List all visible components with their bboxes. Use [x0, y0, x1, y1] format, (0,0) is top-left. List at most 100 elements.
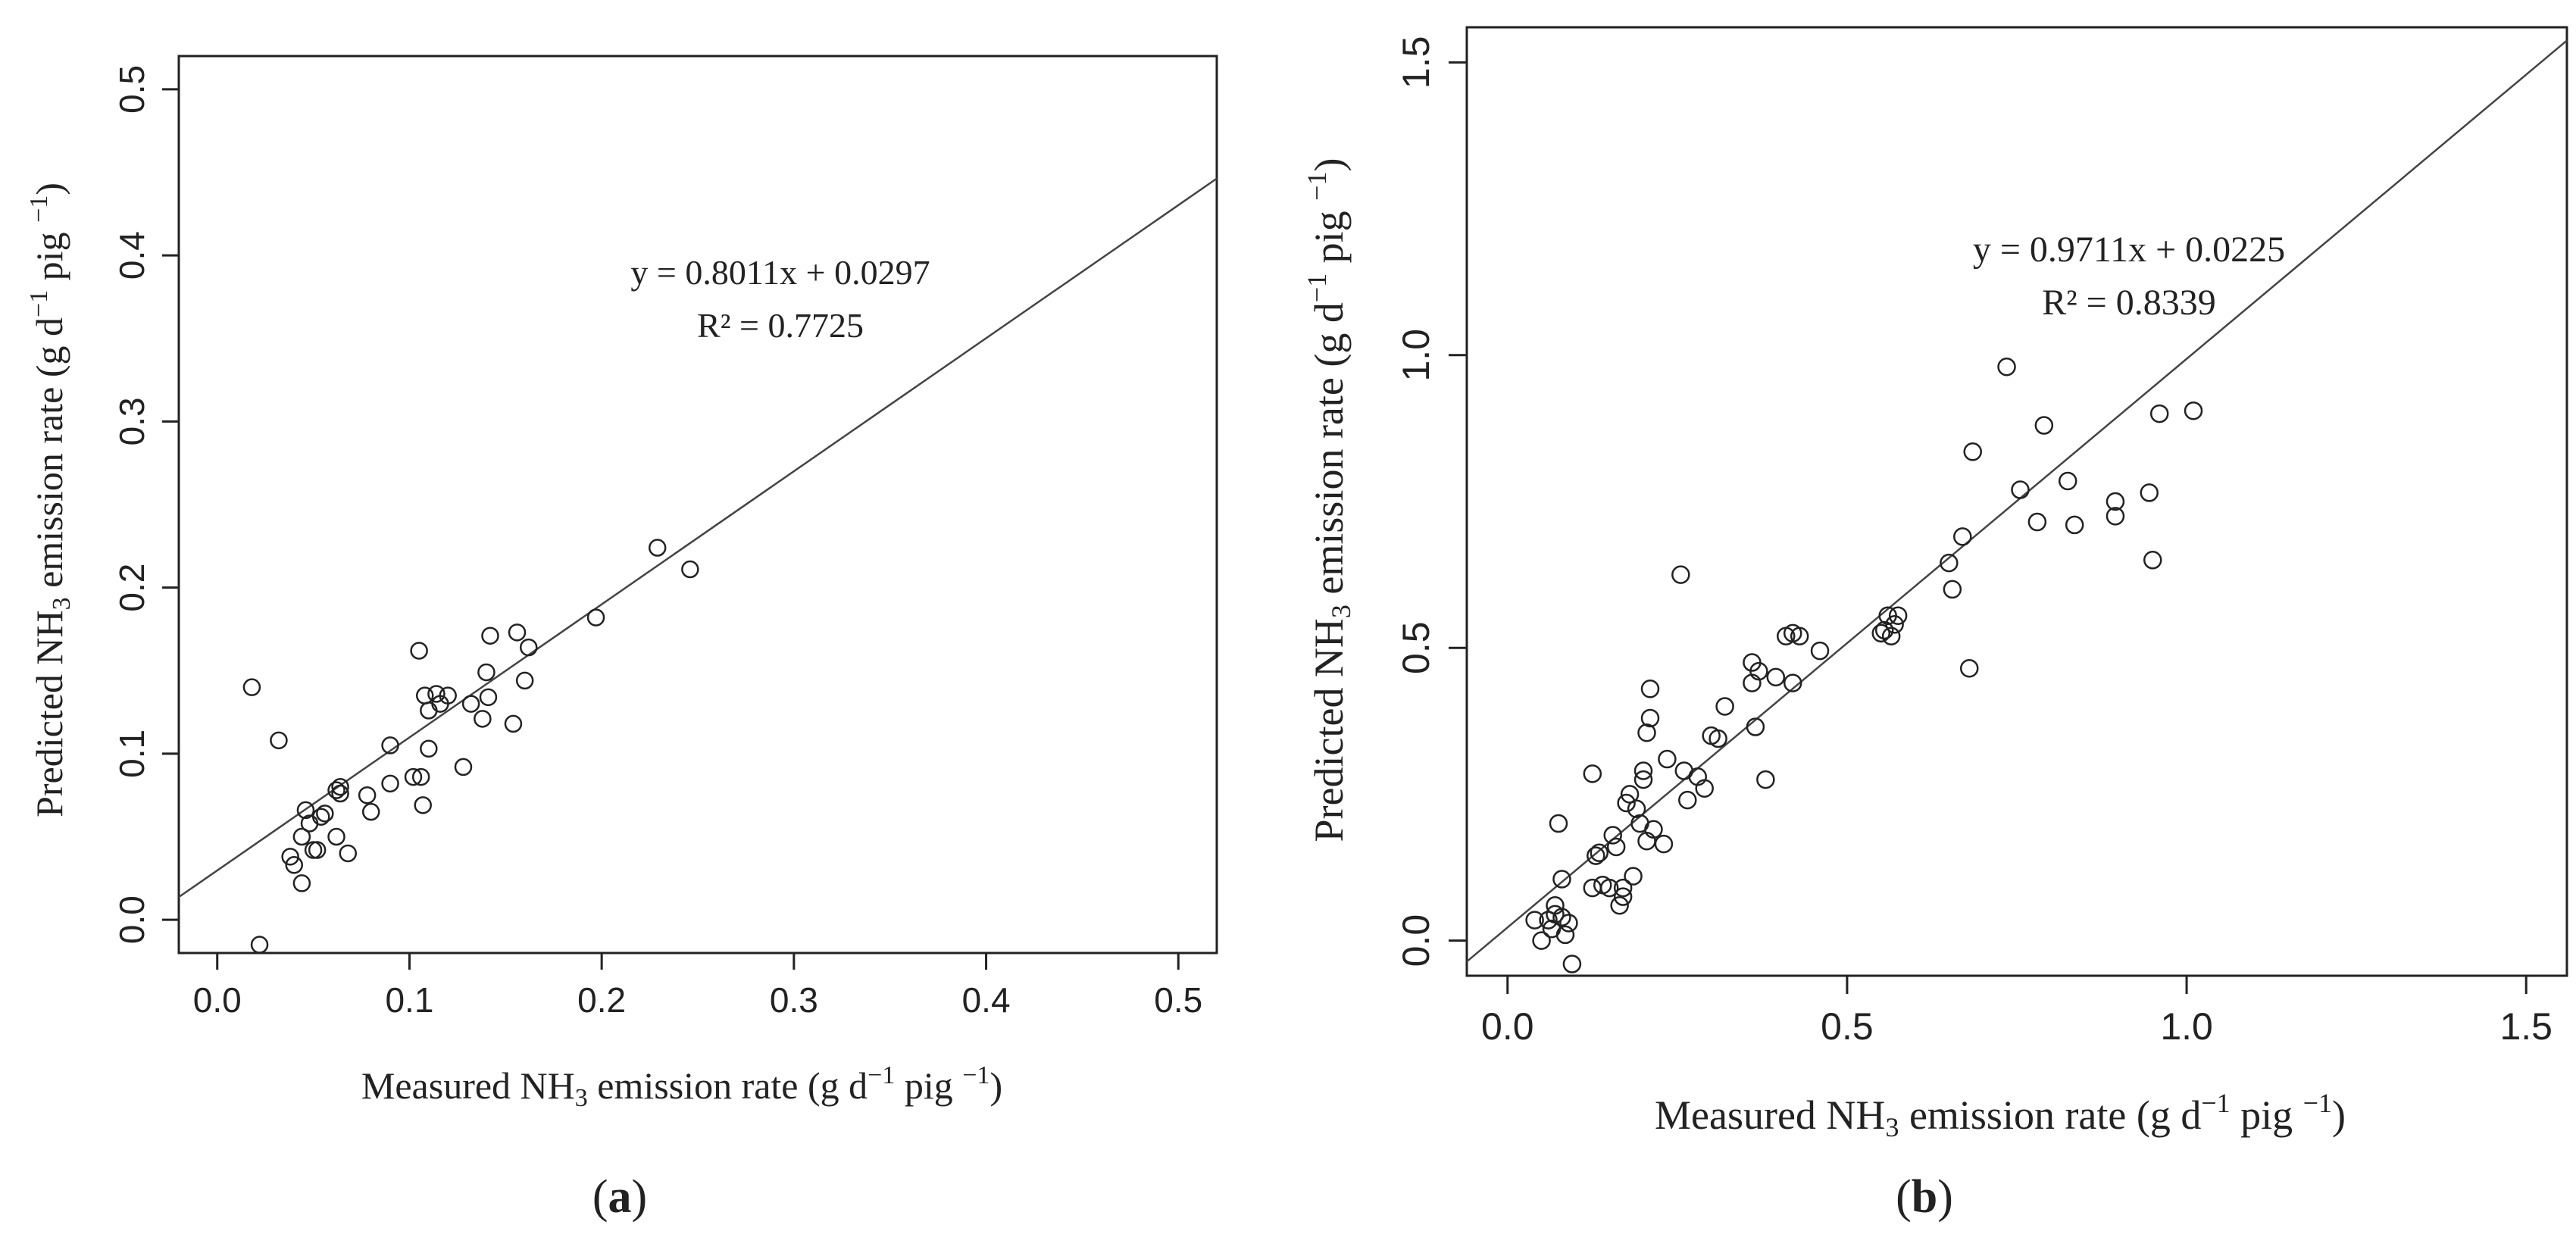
data-point-b [1633, 770, 1653, 789]
points-a [242, 539, 699, 954]
panel-label-b: (b) [1896, 1171, 1953, 1223]
data-point-b [2143, 551, 2162, 570]
data-point-b [1746, 717, 1765, 736]
data-point-b [1963, 442, 1982, 461]
data-point-b [1885, 615, 1904, 634]
x-tick-label-a: 0.5 [1154, 980, 1202, 1020]
data-point-a [339, 844, 358, 863]
data-point-a [461, 695, 480, 713]
x-tick-label-a: 0.2 [577, 980, 626, 1020]
y-tick-label-a: 0.4 [112, 231, 152, 280]
data-point-b [2106, 492, 2125, 511]
data-point-a [311, 808, 330, 826]
data-point-b [1613, 878, 1633, 898]
data-point-b [1658, 749, 1677, 769]
x-tick-label-a: 0.4 [962, 980, 1011, 1020]
x-tick-label-b: 0.5 [1821, 1005, 1874, 1048]
equation-a: y = 0.8011x + 0.0297 [630, 253, 930, 292]
data-point-b [1881, 626, 1901, 646]
data-point-b [1562, 955, 1582, 973]
data-point-a [381, 774, 399, 793]
x-tick-label-a: 0.1 [385, 980, 433, 1020]
data-point-b [1627, 799, 1646, 818]
data-point-a [414, 796, 432, 814]
x-tick-label-b: 1.5 [2499, 1005, 2553, 1048]
data-point-b [1644, 820, 1663, 839]
y-ticks-b: 0.0 0.5 1.0 1.5 [1395, 36, 1467, 967]
y-tick-label-a: 0.1 [112, 730, 152, 778]
data-point-a [586, 608, 605, 626]
data-point-b [1590, 843, 1609, 862]
data-point-b [1552, 908, 1571, 926]
data-point-a [381, 736, 399, 755]
data-point-a [281, 848, 299, 866]
points-b [1525, 357, 2203, 973]
x-tick-label-b: 0.0 [1481, 1005, 1534, 1048]
data-point-b [1633, 761, 1653, 780]
data-point-a [411, 767, 430, 786]
equation-b: y = 0.9711x + 0.0225 [1973, 230, 2285, 270]
data-point-a [681, 560, 699, 579]
data-point-a [250, 936, 269, 954]
data-point-b [1953, 527, 1972, 546]
data-point-b [1940, 553, 1959, 573]
data-point-b [1617, 793, 1636, 813]
y-tick-label-a: 0.2 [112, 564, 152, 612]
data-point-b [1610, 896, 1629, 915]
y-axis-label-a: Predicted NH3 emission rate (g d−1 pig −… [25, 183, 76, 817]
data-point-a [331, 777, 349, 796]
data-point-a [479, 688, 498, 707]
data-point-b [1525, 911, 1544, 930]
data-point-a [292, 874, 311, 892]
data-point-b [1599, 878, 1619, 898]
data-point-a [515, 671, 534, 690]
data-point-b [1640, 680, 1660, 698]
data-point-a [477, 663, 496, 682]
data-point-a [296, 801, 315, 820]
data-point-b [1587, 846, 1605, 865]
x-axis-label-b: Measured NH3 emission rate (g d−1 pig −1… [1655, 1088, 2346, 1142]
y-tick-label-b: 0.5 [1395, 621, 1437, 674]
data-point-b [2011, 480, 2030, 499]
data-point-b [2149, 404, 2169, 423]
panel-label-a: (a) [592, 1171, 647, 1223]
data-point-a [285, 856, 303, 874]
data-point-b [1613, 887, 1633, 906]
data-point-a [304, 841, 323, 859]
data-point-b [1624, 867, 1643, 886]
data-point-a [474, 710, 492, 728]
fit-line-b [1466, 39, 2568, 963]
data-point-a [504, 714, 523, 733]
data-point-a [420, 739, 438, 758]
panel-b: 0.0 0.5 1.0 1.5 0.0 0.5 1.0 1.5 y = 0.9711x + … [1302, 26, 2568, 1223]
data-point-b [1695, 779, 1714, 798]
data-point-b [1552, 870, 1571, 889]
data-point-b [1640, 708, 1660, 728]
data-point-b [1603, 826, 1622, 845]
data-point-a [327, 781, 345, 799]
data-point-a [427, 685, 445, 703]
x-ticks-b: 0.0 0.5 1.0 1.5 [1481, 976, 2553, 1048]
data-point-b [1871, 623, 1890, 643]
r2-b: R² = 0.8339 [2042, 283, 2215, 323]
x-tick-label-b: 1.0 [2160, 1005, 2213, 1048]
data-point-a [331, 784, 349, 803]
data-point-b [1756, 770, 1775, 789]
y-tick-label-a: 0.5 [112, 65, 152, 114]
data-point-b [1555, 925, 1575, 945]
data-point-b [1654, 834, 1674, 854]
data-point-b [1997, 357, 2016, 377]
data-point-b [1637, 723, 1656, 742]
y-tick-label-a: 0.3 [112, 397, 152, 445]
data-point-b [2106, 507, 2125, 526]
data-point-b [1549, 814, 1568, 833]
data-point-b [2027, 512, 2047, 532]
data-point-b [2058, 471, 2077, 491]
data-point-b [1708, 729, 1727, 748]
data-point-b [1583, 878, 1602, 898]
data-point-b [2140, 483, 2159, 502]
r2-a: R² = 0.7725 [697, 306, 864, 345]
y-tick-label-b: 1.5 [1395, 36, 1437, 89]
data-point-a [404, 767, 423, 786]
